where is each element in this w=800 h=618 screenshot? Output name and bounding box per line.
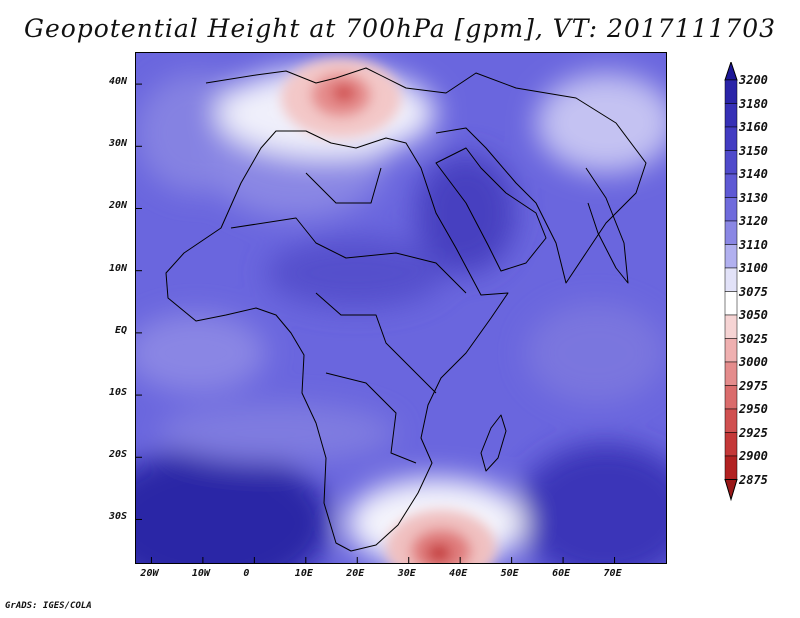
light-band-tropics xyxy=(136,313,266,393)
colorbar-swatch xyxy=(724,314,738,339)
low-mediterranean-core xyxy=(332,84,356,102)
y-tick-label: 20S xyxy=(108,449,127,461)
colorbar-swatch xyxy=(724,126,738,151)
internal-border-4 xyxy=(325,372,417,464)
colorbar-level-label: 3120 xyxy=(739,214,768,228)
colorbar-level-label: 3110 xyxy=(739,237,768,252)
colorbar-swatch xyxy=(724,267,738,292)
x-tick-label: 0 xyxy=(243,568,250,579)
colorbar-swatch xyxy=(724,103,738,128)
colorbar-level-label: 3180 xyxy=(739,96,768,111)
high-central xyxy=(266,238,446,308)
high-southwest xyxy=(136,448,331,563)
chart-title: Geopotential Height at 700hPa [gpm], VT:… xyxy=(23,14,777,43)
colorbar-swatch xyxy=(724,220,738,245)
arabia-coastline xyxy=(435,147,547,272)
colorbar-level-label: 2950 xyxy=(739,402,768,416)
colorbar-level-label: 2875 xyxy=(739,472,768,487)
colorbar-swatch xyxy=(724,361,738,386)
light-band-south xyxy=(156,403,396,463)
colorbar-level-label: 3200 xyxy=(739,73,768,87)
y-tick-label: 40N xyxy=(108,76,127,88)
colorbar-swatch xyxy=(724,385,738,410)
colorbar-swatch xyxy=(724,291,738,316)
internal-border-2 xyxy=(315,292,437,394)
colorbar-level-label: 3100 xyxy=(739,261,768,275)
gridticks xyxy=(136,83,616,563)
colorbar-level-label: 3150 xyxy=(739,143,768,158)
colorbar-top-arrow xyxy=(724,62,738,81)
x-tick-label: 10E xyxy=(294,568,313,579)
y-tick-label: 30N xyxy=(108,138,127,150)
colorbar-level-label: 2925 xyxy=(739,425,768,440)
colorbar-swatch xyxy=(724,244,738,269)
africa-coastline xyxy=(165,130,509,552)
colorbar-level-label: 3160 xyxy=(739,120,768,134)
india-coastline xyxy=(585,167,629,284)
high-southeast xyxy=(516,443,666,563)
y-tick-label: 10N xyxy=(108,262,127,274)
x-tick-label: 70E xyxy=(603,568,622,579)
footer-credit: GrADS: IGES/COLA xyxy=(5,601,92,611)
y-tick-label: 10S xyxy=(108,387,127,399)
colorbar-level-label: 3000 xyxy=(739,355,768,369)
x-tick-label: 10W xyxy=(191,568,210,579)
x-tick-label: 20E xyxy=(346,568,365,579)
madagascar-coastline xyxy=(480,414,507,472)
x-tick-label: 20W xyxy=(140,568,159,579)
colorbar-level-label: 3130 xyxy=(739,190,768,205)
light-asia-north xyxy=(536,73,666,173)
colorbar-swatch xyxy=(724,79,738,104)
colorbar-level-label: 2900 xyxy=(739,449,768,463)
x-tick-label: 30E xyxy=(397,568,416,579)
high-arabia xyxy=(416,153,516,273)
geopotential-map xyxy=(136,53,666,563)
x-tick-label: 60E xyxy=(552,568,571,579)
colorbar-level-label: 3050 xyxy=(739,308,768,322)
colorbar-swatch xyxy=(724,432,738,457)
colorbar-level-label: 3075 xyxy=(739,284,768,299)
map-frame xyxy=(135,52,667,564)
colorbar-level-label: 3140 xyxy=(739,167,768,181)
light-field-east xyxy=(526,303,666,403)
y-tick-label: EQ xyxy=(114,324,127,336)
y-tick-label: 30S xyxy=(108,511,127,523)
colorbar xyxy=(724,62,738,502)
coastlines xyxy=(165,67,647,552)
colorbar-swatch xyxy=(724,338,738,363)
europe-coastline xyxy=(205,67,647,284)
y-tick-label: 20N xyxy=(108,200,127,212)
x-tick-label: 50E xyxy=(500,568,519,579)
colorbar-swatch xyxy=(724,455,738,480)
x-tick-label: 40E xyxy=(449,568,468,579)
colorbar-swatch xyxy=(724,408,738,433)
colorbar-level-label: 2975 xyxy=(739,378,768,393)
internal-border-1 xyxy=(230,217,467,294)
colorbar-swatch xyxy=(724,197,738,222)
colorbar-swatch xyxy=(724,150,738,175)
colorbar-bottom-arrow xyxy=(724,479,738,502)
colorbar-level-label: 3025 xyxy=(739,331,768,346)
internal-border-3 xyxy=(305,167,382,204)
colorbar-swatch xyxy=(724,173,738,198)
low-southafrica-core xyxy=(427,544,451,562)
